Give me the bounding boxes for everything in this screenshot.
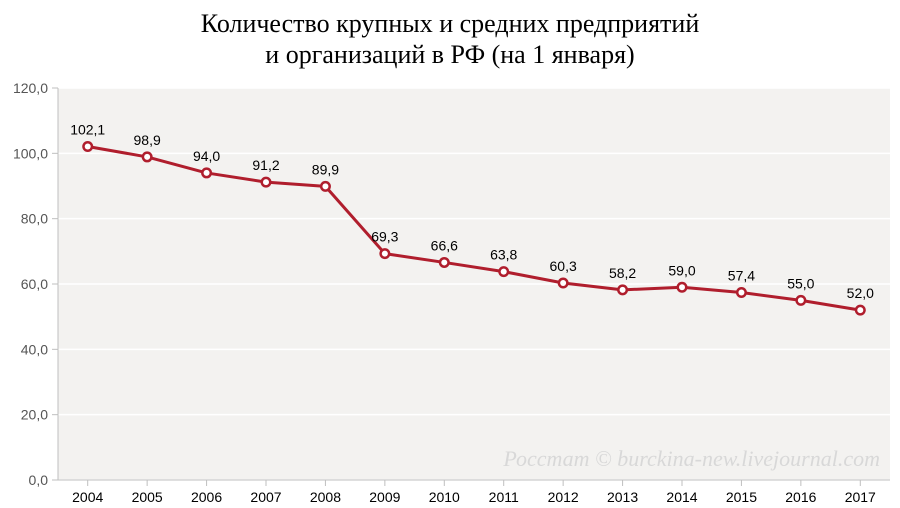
- svg-text:80,0: 80,0: [21, 211, 48, 227]
- svg-text:102,1: 102,1: [70, 121, 105, 137]
- svg-text:2009: 2009: [369, 489, 400, 505]
- svg-text:100,0: 100,0: [13, 145, 48, 161]
- svg-text:2010: 2010: [429, 489, 460, 505]
- svg-text:2007: 2007: [250, 489, 281, 505]
- svg-text:59,0: 59,0: [668, 262, 695, 278]
- svg-text:52,0: 52,0: [847, 285, 874, 301]
- svg-text:Росстат © burckina-new.livejou: Росстат © burckina-new.livejournal.com: [502, 446, 880, 471]
- svg-text:0,0: 0,0: [29, 472, 49, 488]
- title-line-1: Количество крупных и средних предприятий: [201, 9, 699, 38]
- svg-text:98,9: 98,9: [134, 132, 161, 148]
- svg-text:60,3: 60,3: [550, 258, 577, 274]
- svg-text:63,8: 63,8: [490, 247, 517, 263]
- svg-text:2006: 2006: [191, 489, 222, 505]
- svg-text:69,3: 69,3: [371, 229, 398, 245]
- svg-text:91,2: 91,2: [252, 157, 279, 173]
- svg-text:57,4: 57,4: [728, 267, 755, 283]
- svg-text:2011: 2011: [489, 489, 519, 505]
- svg-text:94,0: 94,0: [193, 148, 220, 164]
- svg-text:58,2: 58,2: [609, 265, 636, 281]
- chart-area: 0,0 20,0 40,0 60,0 80,0 100,0 120,0 2004 2005 200…: [0, 82, 900, 508]
- svg-text:20,0: 20,0: [21, 407, 48, 423]
- svg-text:55,0: 55,0: [787, 275, 814, 291]
- svg-text:2008: 2008: [310, 489, 341, 505]
- svg-text:120,0: 120,0: [13, 82, 48, 96]
- svg-text:2013: 2013: [607, 489, 638, 505]
- title-line-2: и организаций в РФ (на 1 января): [265, 40, 634, 69]
- svg-text:66,6: 66,6: [431, 237, 458, 253]
- svg-text:2012: 2012: [548, 489, 579, 505]
- svg-text:2016: 2016: [785, 489, 816, 505]
- svg-text:2014: 2014: [666, 489, 697, 505]
- svg-text:2017: 2017: [845, 489, 876, 505]
- svg-text:2015: 2015: [726, 489, 757, 505]
- line-chart: 0,0 20,0 40,0 60,0 80,0 100,0 120,0 2004 2005 200…: [0, 82, 900, 508]
- svg-text:40,0: 40,0: [21, 341, 48, 357]
- svg-text:2005: 2005: [132, 489, 163, 505]
- svg-text:89,9: 89,9: [312, 161, 339, 177]
- chart-title: Количество крупных и средних предприятий…: [0, 0, 900, 70]
- svg-text:2004: 2004: [72, 489, 103, 505]
- svg-text:60,0: 60,0: [21, 276, 48, 292]
